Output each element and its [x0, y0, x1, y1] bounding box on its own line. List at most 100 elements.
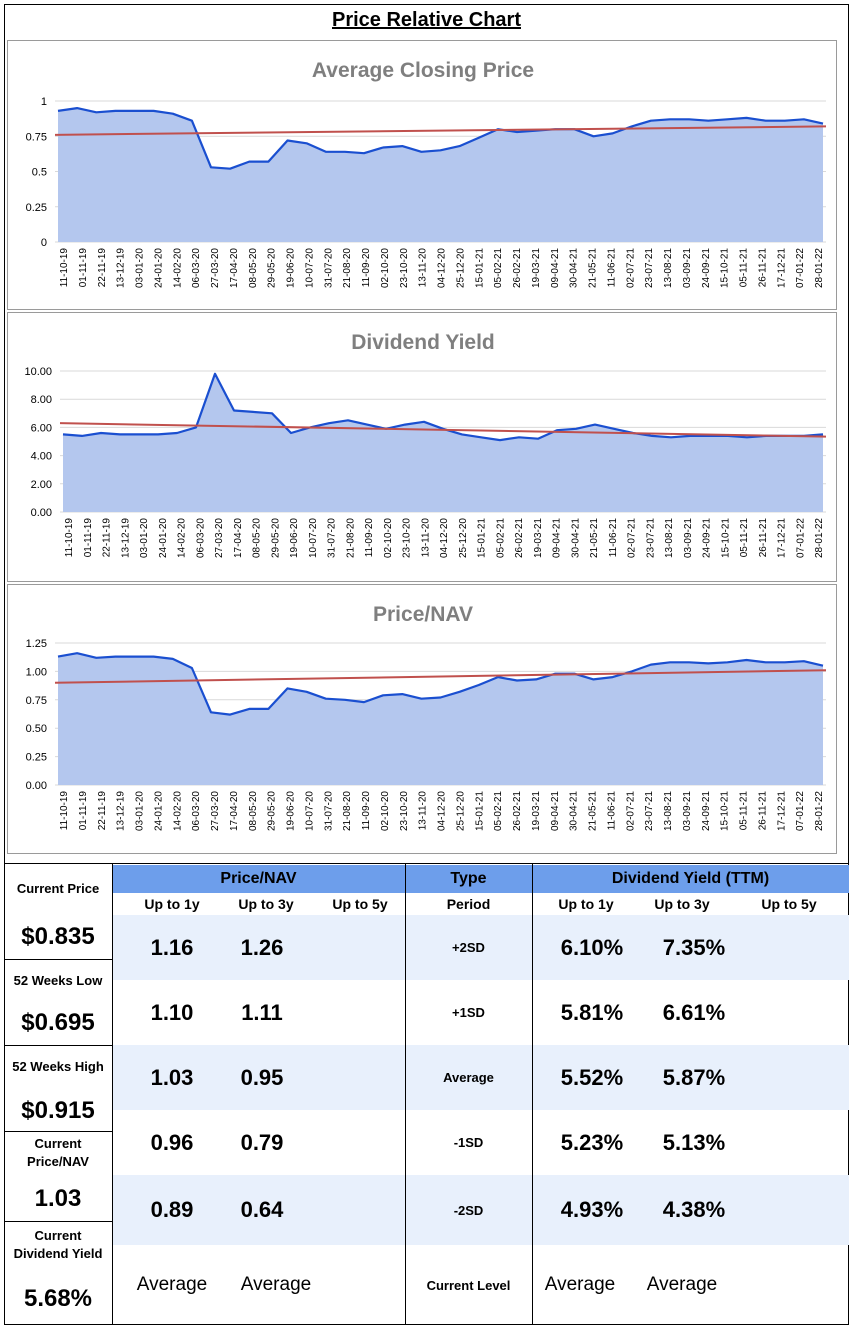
- x-tick-label: 15-10-21: [720, 791, 731, 831]
- x-tick-label: 29-05-20: [270, 518, 281, 558]
- type-plus2sd: +2SD: [452, 940, 485, 955]
- y-tick-label: 0.5: [32, 167, 47, 179]
- table-border: [4, 1131, 112, 1132]
- pnav-3y-average: 0.95: [240, 1064, 284, 1090]
- x-tick-label: 26-02-21: [512, 248, 523, 288]
- x-tick-label: 31-07-20: [327, 518, 338, 558]
- pnav-1y-average: 1.03: [150, 1064, 194, 1090]
- x-tick-label: 23-10-20: [399, 791, 410, 831]
- x-tick-label: 15-10-21: [720, 248, 731, 288]
- x-tick-label: 19-06-20: [289, 518, 300, 558]
- chart-dividend-yield: Dividend Yield 0.00 2.00 4.00 6.00 8.00 10.00 1…: [7, 312, 837, 582]
- x-tick-label: 14-02-20: [177, 518, 188, 558]
- x-tick-label: 01-11-19: [78, 791, 89, 831]
- x-tick-label: 07-01-22: [795, 518, 806, 558]
- trend-line: [59, 422, 827, 438]
- current-dy-label: Current Dividend Yield: [13, 1228, 103, 1261]
- pnav-1y-plus2sd: 1.16: [150, 934, 194, 960]
- x-tick-label: 09-04-21: [550, 248, 561, 288]
- dy-1y-minus2sd: 4.93%: [560, 1197, 624, 1222]
- type-minus2sd: -2SD: [453, 1202, 484, 1218]
- x-tick-label: 06-03-20: [191, 248, 202, 288]
- sub-dy-up1: Up to 1y: [558, 896, 614, 912]
- y-tick-label: 0.75: [26, 695, 47, 707]
- x-tick-label: 05-02-21: [493, 791, 504, 831]
- low-52w-value: $0.695: [21, 1009, 95, 1036]
- pnav-header: Price/NAV: [112, 865, 405, 893]
- x-tick-label: 27-03-20: [210, 248, 221, 288]
- x-tick-label: 11-09-20: [361, 791, 372, 831]
- x-tick-label: 23-07-21: [645, 518, 656, 558]
- current-price-label: Current Price: [16, 881, 100, 896]
- x-tick-label: 30-04-21: [570, 518, 581, 558]
- x-tick-label: 25-12-20: [455, 791, 466, 831]
- x-tick-label: 03-09-21: [682, 791, 693, 831]
- x-tick-label: 03-01-20: [135, 791, 146, 831]
- x-tick-label: 05-02-21: [495, 518, 506, 558]
- x-tick-label: 08-05-20: [248, 791, 259, 831]
- chart-title: Dividend Yield: [351, 331, 495, 354]
- x-tick-label: 04-12-20: [439, 518, 450, 558]
- x-tick-label: 17-12-21: [776, 248, 787, 288]
- table-border: [405, 863, 406, 1325]
- y-tick-label: 8.00: [31, 394, 52, 406]
- x-tick-label: 22-11-19: [97, 248, 108, 288]
- x-tick-label: 30-04-21: [569, 248, 580, 288]
- dy-1y-minus1sd: 5.23%: [560, 1129, 624, 1155]
- x-tick-label: 13-11-20: [418, 248, 429, 288]
- y-tick-label: 0: [41, 237, 47, 249]
- x-tick-label: 26-11-21: [758, 518, 769, 558]
- x-tick-label: 15-01-21: [474, 248, 485, 288]
- x-tick-label: 15-10-21: [720, 518, 731, 558]
- y-tick-label: 1.00: [26, 666, 47, 678]
- y-tick-label: 2.00: [31, 479, 52, 491]
- x-tick-label: 26-02-21: [512, 791, 523, 831]
- x-tick-label: 31-07-20: [323, 248, 334, 288]
- y-tick-label: 1: [41, 96, 47, 108]
- x-tick-label: 07-01-22: [795, 248, 806, 288]
- x-tick-label: 23-07-21: [644, 248, 655, 288]
- x-tick-label: 26-11-21: [757, 791, 768, 831]
- x-tick-label: 07-01-22: [795, 791, 806, 831]
- pnav-1y-plus1sd: 1.10: [150, 999, 194, 1025]
- x-tick-label: 09-04-21: [552, 518, 563, 558]
- page-title: Price Relative Chart: [332, 9, 521, 31]
- x-tick-label: 22-11-19: [102, 518, 113, 558]
- pnav-3y-current-level: Average: [240, 1274, 312, 1295]
- row-band: [532, 915, 849, 980]
- sub-pnav-up1: Up to 1y: [144, 896, 200, 912]
- x-tick-label: 11-10-19: [64, 518, 75, 558]
- x-tick-label: 21-08-20: [342, 791, 353, 831]
- x-tick-label: 26-11-21: [757, 248, 768, 288]
- sub-pnav-up5: Up to 5y: [332, 896, 388, 912]
- chart-svg: Dividend Yield 0.00 2.00 4.00 6.00 8.00 10.00 1…: [24, 331, 827, 558]
- x-tick-label: 02-10-20: [380, 791, 391, 831]
- table-border: [532, 863, 533, 1325]
- x-tick-label: 05-11-21: [739, 518, 750, 558]
- sub-dy-up5: Up to 5y: [761, 896, 817, 912]
- pnav-3y-plus1sd: 1.11: [241, 999, 283, 1025]
- x-tick-label: 02-07-21: [625, 791, 636, 831]
- row-band: [112, 1045, 849, 1110]
- x-tick-label: 23-10-20: [402, 518, 413, 558]
- x-tick-label: 27-03-20: [210, 791, 221, 831]
- low-52w-label: 52 Weeks Low: [13, 973, 103, 988]
- y-tick-label: 0.25: [26, 202, 47, 214]
- current-price-value: $0.835: [21, 923, 95, 950]
- x-tick-label: 19-06-20: [286, 248, 297, 288]
- dy-3y-minus1sd: 5.13%: [662, 1129, 726, 1155]
- dy-3y-plus2sd: 7.35%: [662, 934, 726, 960]
- sub-dy-up3: Up to 3y: [654, 896, 710, 912]
- x-tick-label: 26-02-21: [514, 518, 525, 558]
- pnav-3y-minus1sd: 0.79: [240, 1129, 284, 1155]
- x-tick-label: 02-10-20: [383, 518, 394, 558]
- x-tick-label: 04-12-20: [437, 791, 448, 831]
- x-tick-label: 13-12-19: [116, 791, 127, 831]
- x-tick-label: 19-03-21: [531, 791, 542, 831]
- x-tick-label: 01-11-19: [78, 248, 89, 288]
- x-tick-label: 21-08-20: [342, 248, 353, 288]
- x-tick-label: 29-05-20: [267, 791, 278, 831]
- x-tick-label: 25-12-20: [458, 518, 469, 558]
- x-tick-label: 21-05-21: [588, 791, 599, 831]
- dy-3y-plus1sd: 6.61%: [662, 999, 726, 1025]
